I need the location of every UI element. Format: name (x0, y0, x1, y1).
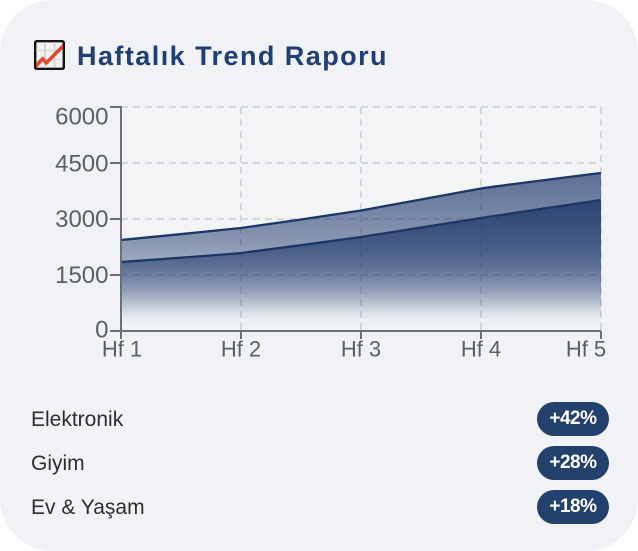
svg-text:6000: 6000 (55, 104, 108, 131)
svg-text:Hf 5: Hf 5 (566, 337, 606, 362)
svg-text:Hf 2: Hf 2 (221, 337, 261, 362)
svg-text:3000: 3000 (55, 206, 108, 233)
svg-text:Hf 4: Hf 4 (461, 337, 501, 362)
svg-text:Hf 1: Hf 1 (102, 337, 142, 362)
svg-text:1500: 1500 (55, 262, 108, 289)
svg-text:0: 0 (95, 317, 108, 344)
svg-text:Hf 3: Hf 3 (341, 337, 381, 362)
svg-text:4500: 4500 (55, 150, 108, 177)
